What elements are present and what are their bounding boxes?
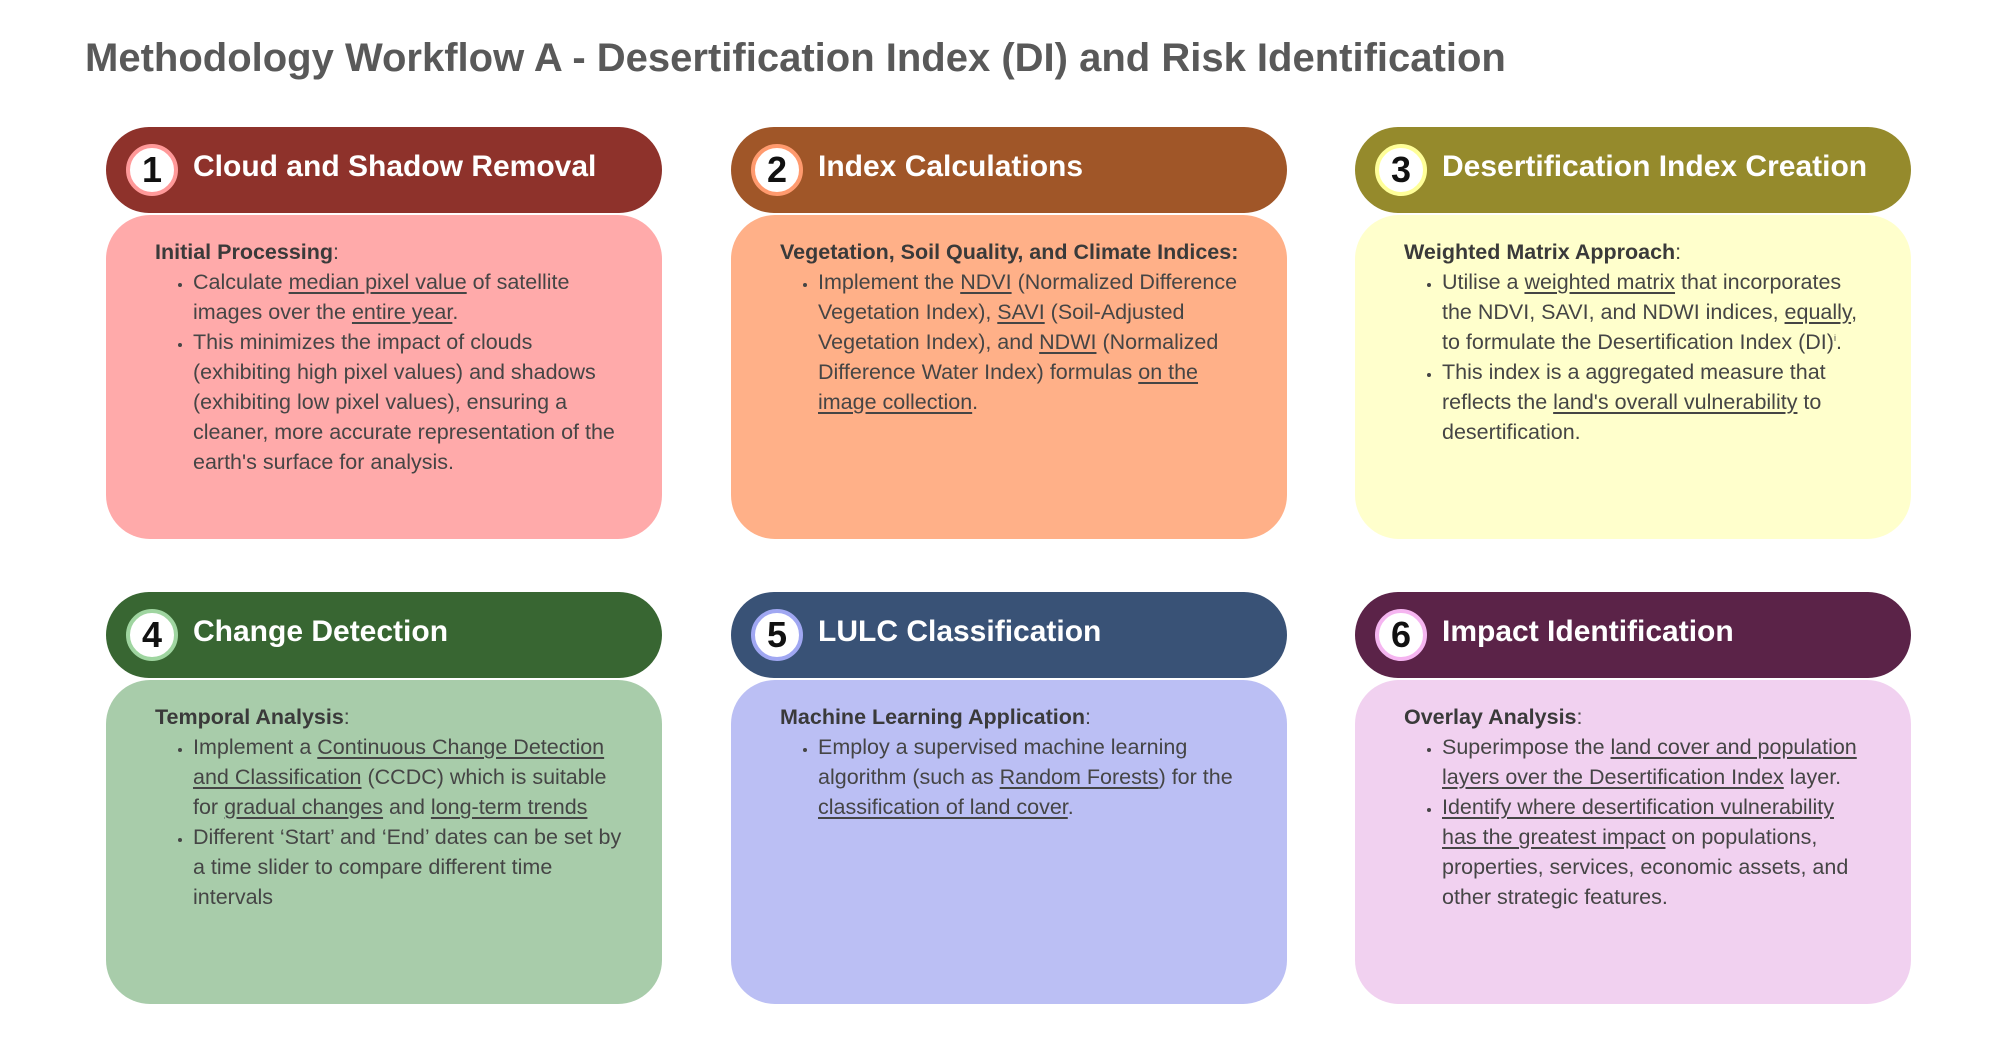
step-header: 3 Desertification Index Creation [1355,127,1911,213]
step-bullet-list: Implement a Continuous Change Detection … [155,732,622,912]
step-subheading: Initial Processing: [155,240,340,264]
step-number-badge: 4 [126,609,178,661]
step-title: Cloud and Shadow Removal [193,150,597,183]
step-body: Machine Learning Application: Employ a s… [731,680,1287,1004]
step-header: 4 Change Detection [106,592,662,678]
step-header: 5 LULC Classification [731,592,1287,678]
step-bullet-item: Utilise a weighted matrix that incorpora… [1442,267,1871,357]
step-number-badge: 5 [751,609,803,661]
step-bullet-list: Utilise a weighted matrix that incorpora… [1404,267,1871,447]
step-bullet-item: This minimizes the impact of clouds (exh… [193,327,622,477]
step-bullet-item: This index is a aggregated measure that … [1442,357,1871,447]
step-number-badge: 2 [751,144,803,196]
step-bullet-list: Implement the NDVI (Normalized Differenc… [780,267,1247,417]
step-title: Change Detection [193,615,449,648]
step-subheading: Overlay Analysis: [1404,705,1583,729]
step-header: 1 Cloud and Shadow Removal [106,127,662,213]
step-bullet-list: Calculate median pixel value of satellit… [155,267,622,477]
step-header: 2 Index Calculations [731,127,1287,213]
step-subheading: Temporal Analysis: [155,705,350,729]
step-bullet-item: Superimpose the land cover and populatio… [1442,732,1871,792]
step-bullet-item: Implement a Continuous Change Detection … [193,732,622,822]
step-number-badge: 1 [126,144,178,196]
step-title: Desertification Index Creation [1442,150,1868,183]
step-title: Impact Identification [1442,615,1734,648]
step-number-badge: 3 [1375,144,1427,196]
step-bullet-list: Employ a supervised machine learning alg… [780,732,1247,822]
step-bullet-item: Calculate median pixel value of satellit… [193,267,622,327]
step-bullet-item: Employ a supervised machine learning alg… [818,732,1247,822]
step-bullet-item: Identify where desertification vulnerabi… [1442,792,1871,912]
step-number-badge: 6 [1375,609,1427,661]
step-subheading: Machine Learning Application: [780,705,1091,729]
step-bullet-item: Different ‘Start’ and ‘End’ dates can be… [193,822,622,912]
step-body: Weighted Matrix Approach: Utilise a weig… [1355,215,1911,539]
step-body: Vegetation, Soil Quality, and Climate In… [731,215,1287,539]
step-body: Initial Processing: Calculate median pix… [106,215,662,539]
step-header: 6 Impact Identification [1355,592,1911,678]
step-subheading: Vegetation, Soil Quality, and Climate In… [780,240,1239,264]
step-title: Index Calculations [818,150,1084,183]
step-body: Overlay Analysis: Superimpose the land c… [1355,680,1911,1004]
step-title: LULC Classification [818,615,1102,648]
step-bullet-item: Implement the NDVI (Normalized Differenc… [818,267,1247,417]
step-bullet-list: Superimpose the land cover and populatio… [1404,732,1871,912]
step-body: Temporal Analysis: Implement a Continuou… [106,680,662,1004]
step-subheading: Weighted Matrix Approach: [1404,240,1682,264]
page-title: Methodology Workflow A - Desertification… [85,36,1506,80]
